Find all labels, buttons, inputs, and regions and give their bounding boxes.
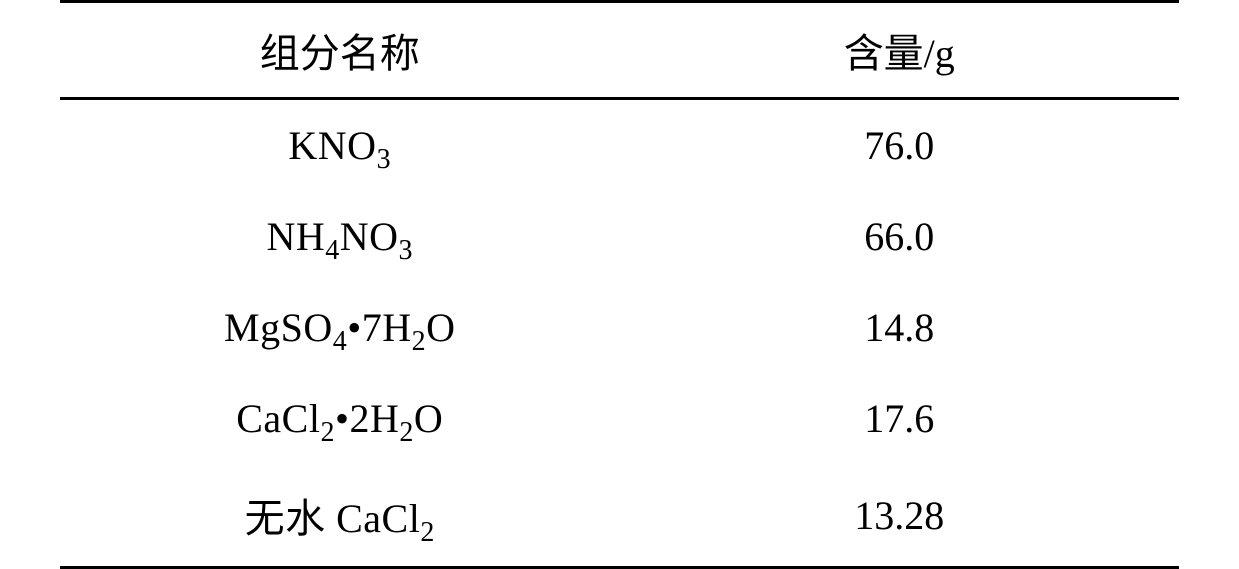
cell-amount: 66.0: [620, 191, 1180, 282]
col-header-amount: 含量/g: [620, 2, 1180, 99]
table-row: 无水 CaCl2 13.28: [60, 464, 1179, 568]
table-container: 组分名称 含量/g KNO3 76.0 NH4NO3 66.0 MgSO4•7H…: [0, 0, 1239, 569]
table-row: KNO3 76.0: [60, 99, 1179, 192]
cell-amount: 13.28: [620, 464, 1180, 568]
cell-name: 无水 CaCl2: [60, 464, 620, 568]
cell-amount: 14.8: [620, 282, 1180, 373]
cell-amount: 17.6: [620, 373, 1180, 464]
cell-name: MgSO4•7H2O: [60, 282, 620, 373]
table-row: MgSO4•7H2O 14.8: [60, 282, 1179, 373]
cell-name: NH4NO3: [60, 191, 620, 282]
table-header-row: 组分名称 含量/g: [60, 2, 1179, 99]
table-row: NH4NO3 66.0: [60, 191, 1179, 282]
cell-name: CaCl2•2H2O: [60, 373, 620, 464]
cell-amount: 76.0: [620, 99, 1180, 192]
col-header-name: 组分名称: [60, 2, 620, 99]
table-row: CaCl2•2H2O 17.6: [60, 373, 1179, 464]
composition-table: 组分名称 含量/g KNO3 76.0 NH4NO3 66.0 MgSO4•7H…: [60, 0, 1179, 569]
cell-name: KNO3: [60, 99, 620, 192]
